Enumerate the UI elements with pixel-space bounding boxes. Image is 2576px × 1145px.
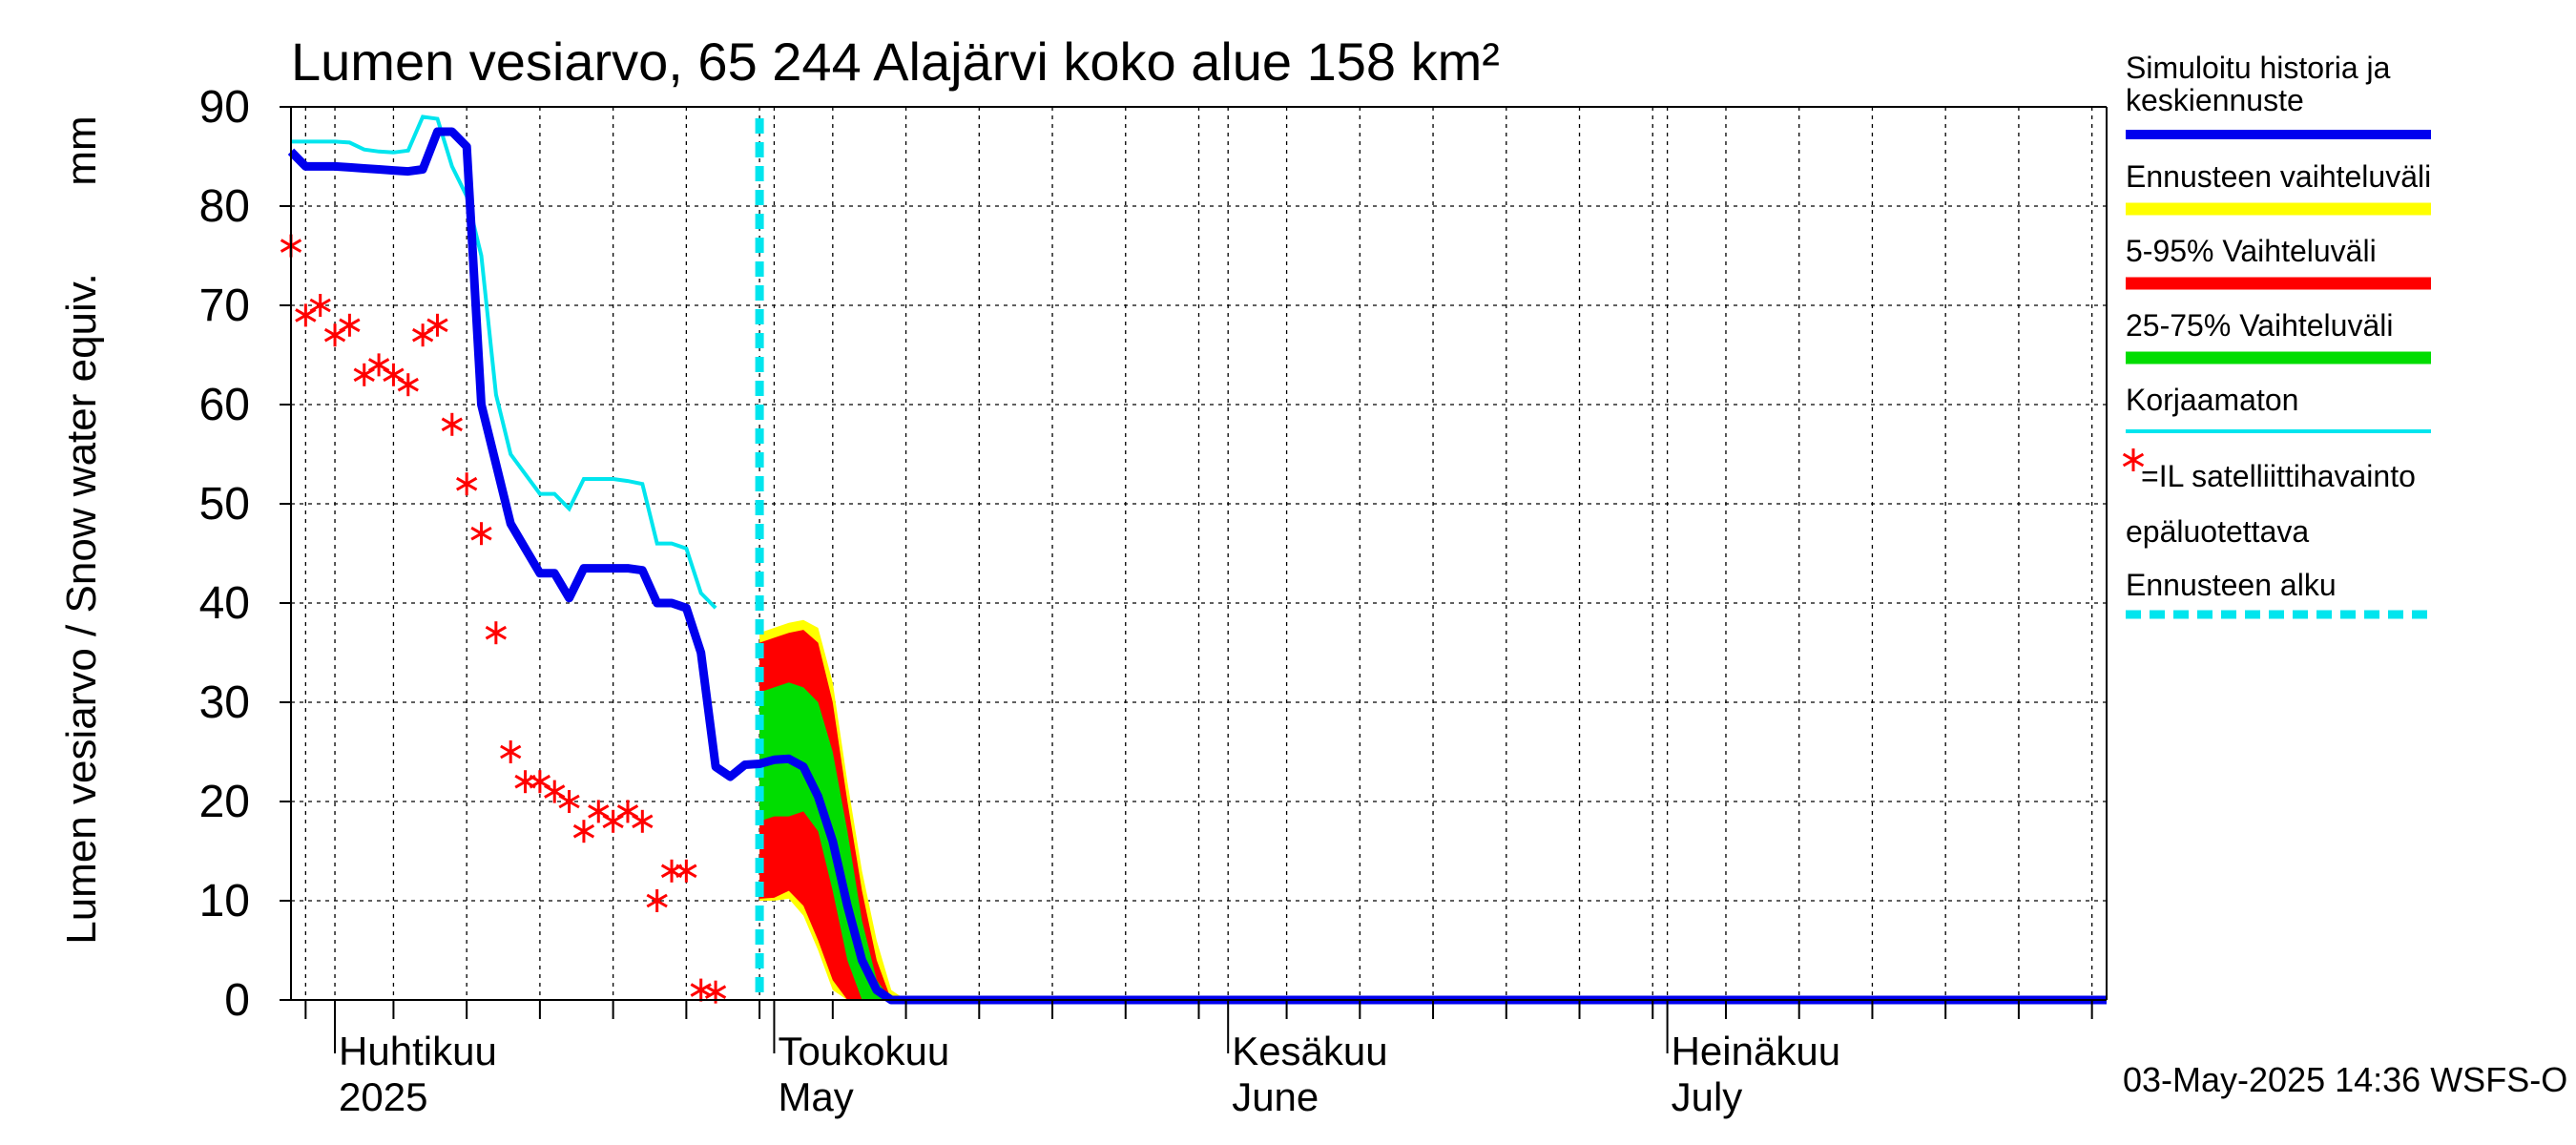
observation-point xyxy=(353,363,375,386)
y-tick-label: 90 xyxy=(199,82,250,133)
star-stroke xyxy=(353,367,375,383)
legend-label-satellite-2: epäluotettava xyxy=(2126,514,2309,549)
star-stroke xyxy=(690,983,712,997)
legend-label-range: Ennusteen vaihteluväli xyxy=(2126,159,2431,194)
x-month-label: Heinäkuu xyxy=(1672,1029,1840,1073)
line-simulated-mean xyxy=(287,127,2107,1005)
observation-point xyxy=(514,770,536,794)
x-month-label: Kesäkuu xyxy=(1232,1029,1387,1073)
star-stroke xyxy=(500,744,522,760)
grid xyxy=(291,106,2107,1000)
star-stroke xyxy=(295,308,317,323)
star-stroke xyxy=(339,318,361,333)
y-tick-label: 40 xyxy=(199,578,250,629)
observation-point xyxy=(544,780,566,803)
star-stroke xyxy=(675,864,697,879)
y-tick-label: 50 xyxy=(199,479,250,530)
star-stroke xyxy=(572,823,595,839)
observation-point xyxy=(646,889,668,912)
star-stroke xyxy=(632,814,654,829)
observation-point xyxy=(295,303,317,327)
y-tick-label: 60 xyxy=(199,380,250,430)
star-stroke xyxy=(426,318,448,333)
observation-point xyxy=(367,353,390,377)
legend-label-korjaamaton: Korjaamaton xyxy=(2126,383,2298,417)
star-stroke xyxy=(646,893,668,908)
y-tick-label: 20 xyxy=(199,777,250,827)
chart-title: Lumen vesiarvo, 65 244 Alajärvi koko alu… xyxy=(291,31,1500,92)
observation-point xyxy=(572,820,595,843)
observation-point xyxy=(616,800,639,823)
observation-point xyxy=(441,412,463,436)
legend-label-satellite: =IL satelliittihavainto xyxy=(2141,459,2416,493)
star-stroke xyxy=(323,327,346,343)
legend-label-forecast-start: Ennusteen alku xyxy=(2126,568,2337,602)
star-stroke xyxy=(456,476,478,491)
observation-point xyxy=(456,472,478,496)
y-tick-label: 0 xyxy=(224,975,250,1026)
y-axis-unit: mm xyxy=(58,115,105,185)
observation-points xyxy=(280,234,727,1004)
legend-label-25-75: 25-75% Vaihteluväli xyxy=(2126,308,2393,343)
observation-point xyxy=(411,323,434,347)
observation-point xyxy=(397,373,419,397)
star-stroke xyxy=(558,794,580,809)
y-tick-label: 10 xyxy=(199,876,250,926)
timestamp: 03-May-2025 14:36 WSFS-O xyxy=(2123,1060,2567,1099)
legend-label-5-95: 5-95% Vaihteluväli xyxy=(2126,234,2377,268)
observation-point xyxy=(426,313,448,337)
star-stroke xyxy=(485,625,507,640)
observation-point xyxy=(485,621,507,645)
star-stroke xyxy=(2122,452,2145,468)
star-stroke xyxy=(441,417,463,432)
observation-point xyxy=(339,313,361,337)
observation-point xyxy=(632,809,654,833)
star-stroke xyxy=(411,327,434,343)
observation-point xyxy=(675,859,697,883)
x-month-sublabel: July xyxy=(1672,1074,1743,1119)
series-lines xyxy=(287,114,2107,1005)
x-month-label: Toukokuu xyxy=(778,1029,949,1073)
y-axis-label: Lumen vesiarvo / Snow water equiv. xyxy=(58,273,105,945)
observation-point xyxy=(470,522,492,546)
star-stroke xyxy=(602,814,624,829)
x-month-label: Huhtikuu xyxy=(339,1029,497,1073)
x-month-sublabel: 2025 xyxy=(339,1074,427,1119)
y-tick-label: 70 xyxy=(199,281,250,331)
x-month-sublabel: June xyxy=(1232,1074,1319,1119)
observation-point xyxy=(309,294,331,317)
observation-point xyxy=(602,809,624,833)
legend-label-simulated-2: keskiennuste xyxy=(2126,83,2304,117)
star-stroke xyxy=(704,985,727,999)
observation-point xyxy=(383,363,405,386)
observation-point xyxy=(500,740,522,763)
observation-point xyxy=(529,770,551,794)
y-tick-label: 80 xyxy=(199,181,250,232)
legend-label-simulated: Simuloitu historia ja xyxy=(2126,51,2391,85)
y-tick-label: 30 xyxy=(199,677,250,728)
star-stroke xyxy=(470,526,492,541)
x-month-sublabel: May xyxy=(778,1074,853,1119)
legend-swatch-star xyxy=(2122,448,2145,471)
star-stroke xyxy=(397,377,419,392)
observation-point xyxy=(558,790,580,813)
observation-point xyxy=(588,800,610,823)
line-korjaamaton xyxy=(291,114,717,610)
observation-point xyxy=(660,859,683,883)
observation-point xyxy=(323,323,346,347)
star-stroke xyxy=(309,298,331,313)
